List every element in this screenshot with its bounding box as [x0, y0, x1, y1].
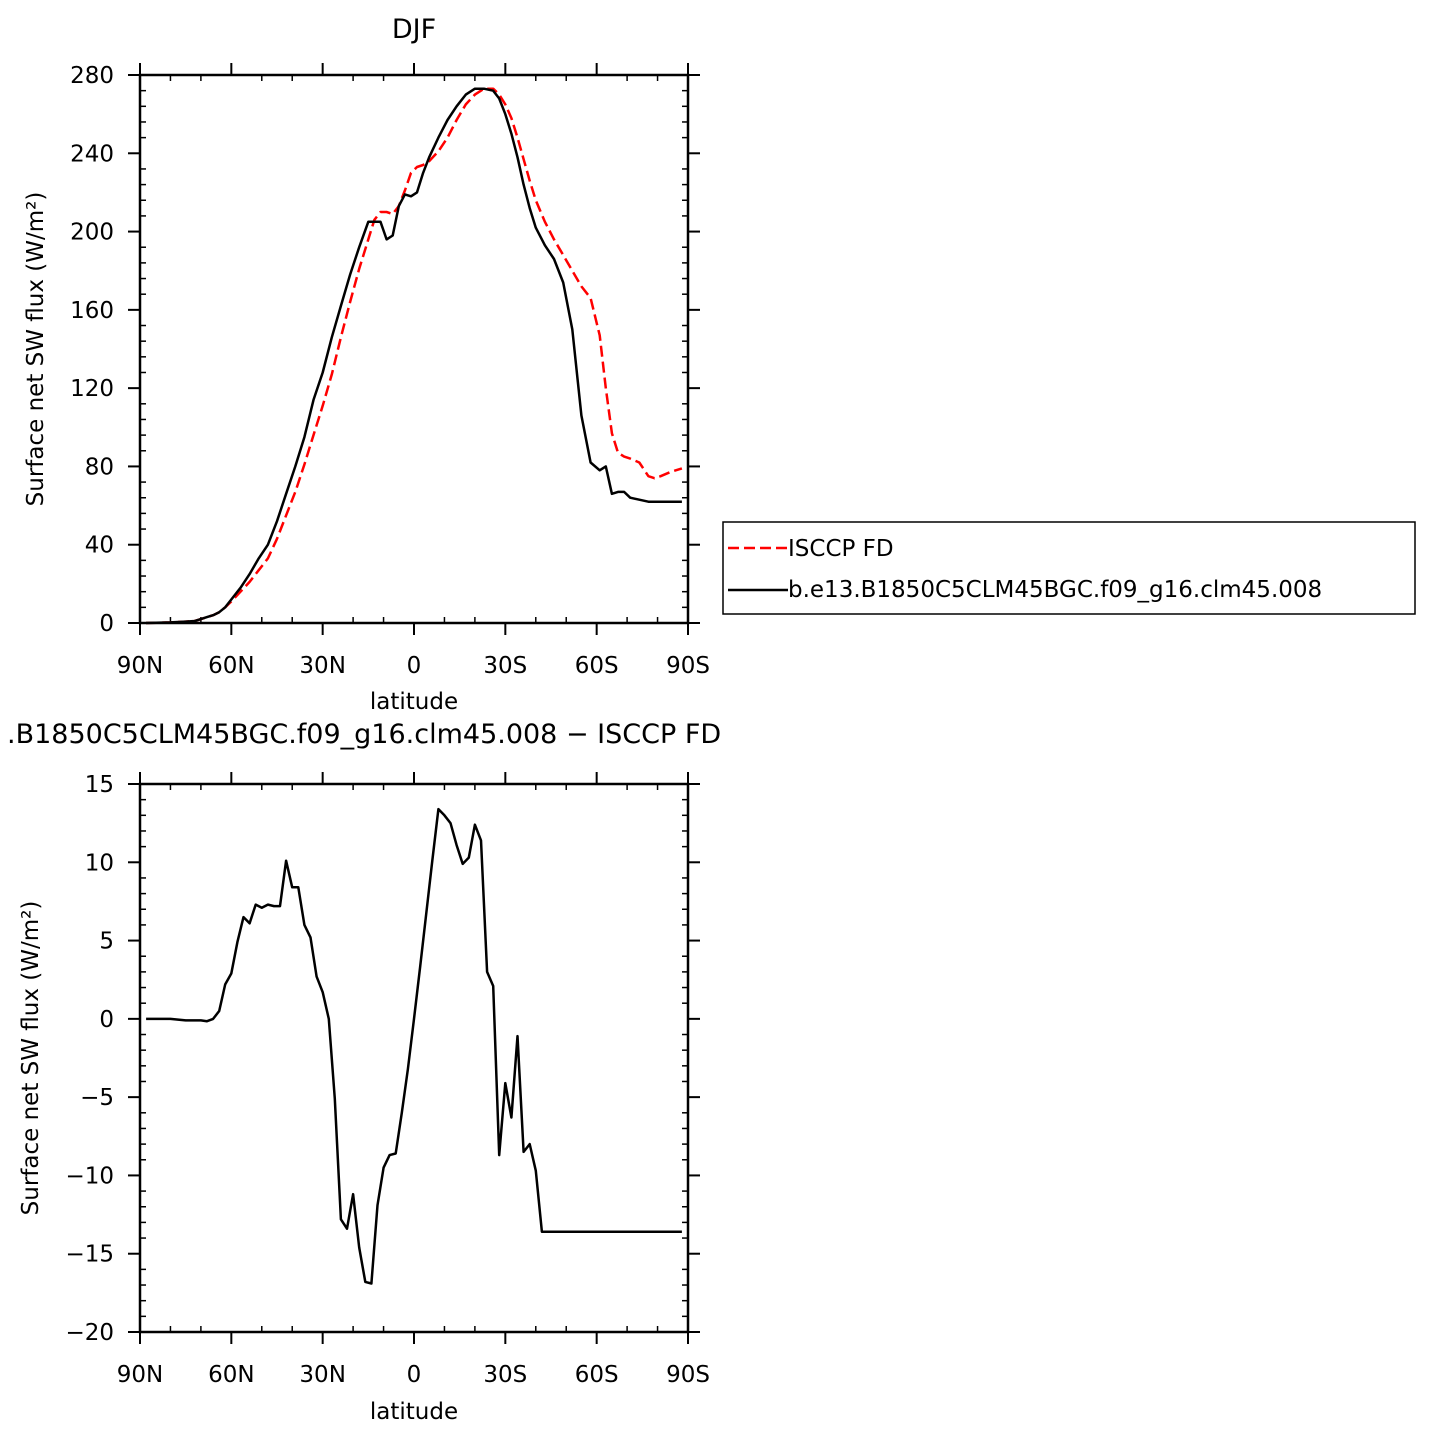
top-x-axis-label: latitude [370, 689, 458, 715]
top-chart-title: DJF [392, 14, 436, 45]
top-x-tick-label: 60N [208, 653, 254, 679]
top-y-tick-label: 120 [70, 376, 114, 402]
top-y-tick-label: 40 [85, 533, 114, 559]
bottom-y-tick-label: −5 [80, 1085, 114, 1111]
top-x-tick-label: 30S [483, 653, 527, 679]
bottom-x-tick-label: 60S [575, 1362, 619, 1388]
bottom-y-tick-label: −15 [65, 1242, 114, 1268]
top-y-tick-label: 160 [70, 298, 114, 324]
bottom-y-tick-label: 5 [99, 929, 114, 955]
top-series-line-model [146, 87, 682, 625]
bottom-y-axis-label: Surface net SW flux (W/m²) [18, 901, 44, 1216]
top-x-tick-label: 30N [299, 653, 345, 679]
bottom-x-axis-label: latitude [370, 1399, 458, 1425]
bottom-x-tick-label: 30S [483, 1362, 527, 1388]
top-y-tick-label: 80 [85, 454, 114, 480]
legend-label-model: b.e13.B1850C5CLM45BGC.f09_g16.clm45.008 [788, 577, 1322, 603]
legend-label-isccp: ISCCP FD [788, 536, 894, 562]
bottom-x-tick-label: 30N [299, 1362, 345, 1388]
bottom-series-line-model [146, 807, 682, 1285]
legend-box [722, 521, 1416, 615]
bottom-x-tick-label: 60N [208, 1362, 254, 1388]
panel-top: DJF 90N 60N 30N 0 30S 60S 90S 0 40 80 120 160 200 240… [23, 14, 710, 715]
top-y-tick-label: 280 [70, 63, 114, 89]
bottom-plot-frame [138, 782, 690, 1334]
bottom-y-tick-label: 0 [99, 1007, 114, 1033]
bottom-y-tick-label: −20 [65, 1320, 114, 1346]
top-y-tick-label: 200 [70, 220, 114, 246]
bottom-x-tick-label: 0 [407, 1362, 422, 1388]
bottom-chart-title: .B1850C5CLM45BGC.f09_g16.clm45.008 − ISC… [7, 719, 721, 750]
bottom-y-tick-label: 10 [85, 850, 114, 876]
panel-bottom: .B1850C5CLM45BGC.f09_g16.clm45.008 − ISC… [7, 719, 721, 1425]
legend: ISCCP FD b.e13.B1850C5CLM45BGC.f09_g16.c… [722, 521, 1416, 615]
bottom-x-tick-label: 90N [117, 1362, 163, 1388]
bottom-axes: 90N 60N 30N 0 30S 60S 90S −20 −15 −10 −5 0 5 10 15 [65, 772, 710, 1388]
top-x-tick-label: 0 [407, 653, 422, 679]
top-y-tick-label: 240 [70, 141, 114, 167]
top-series-line-isccp-fd [146, 87, 683, 625]
bottom-x-tick-label: 90S [666, 1362, 710, 1388]
top-plot-frame [138, 73, 690, 625]
bottom-y-tick-label: −10 [65, 1163, 114, 1189]
bottom-series-layer [146, 807, 682, 1285]
top-y-axis-label: Surface net SW flux (W/m²) [23, 192, 49, 507]
top-x-tick-label: 90S [666, 653, 710, 679]
top-x-tick-label: 60S [575, 653, 619, 679]
top-axes: 90N 60N 30N 0 30S 60S 90S 0 40 80 120 160 200 240 280 [70, 63, 710, 679]
top-x-tick-label: 90N [117, 653, 163, 679]
top-y-tick-label: 0 [99, 611, 114, 637]
bottom-y-tick-label: 15 [85, 772, 114, 798]
top-series-layer [146, 87, 683, 625]
